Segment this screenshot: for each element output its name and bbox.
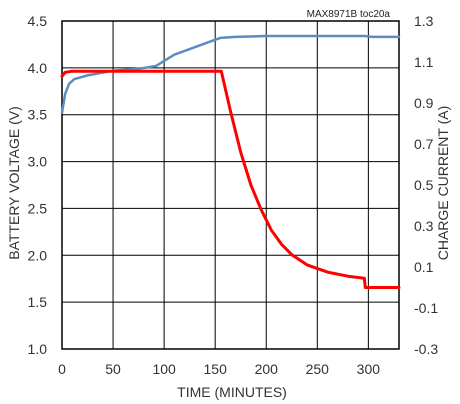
series-layer (60, 34, 401, 289)
y2-tick-labels: -0.3 -0.1 0.1 0.3 0.5 0.7 0.9 1.1 1.3 (414, 13, 438, 357)
y-tick-label: 3.0 (28, 154, 48, 170)
x-tick-label: 300 (357, 361, 381, 377)
y2-tick-label: 0.3 (414, 218, 434, 234)
x-tick-labels: 0 50 100 150 200 250 300 (58, 361, 380, 377)
plot-area-frame (61, 20, 400, 350)
y-tick-label: 3.5 (28, 107, 48, 123)
y2-axis-label: CHARGE CURRENT (A) (435, 106, 451, 261)
y-tick-labels: 1.0 1.5 2.0 2.5 3.0 3.5 4.0 4.5 (28, 13, 48, 357)
x-tick-label: 200 (255, 361, 279, 377)
y2-tick-label: 1.1 (414, 54, 434, 70)
y2-tick-label: -0.1 (414, 300, 438, 316)
x-axis-label: TIME (MINUTES) (177, 384, 287, 400)
chart-annotation: MAX8971B toc20a (307, 9, 391, 20)
y-axis-label: BATTERY VOLTAGE (V) (6, 106, 22, 260)
y2-tick-label: 0.5 (414, 177, 434, 193)
charge-current-line (60, 69, 401, 289)
y2-tick-label: 0.1 (414, 259, 434, 275)
x-tick-label: 100 (152, 361, 176, 377)
grid-lines (62, 21, 399, 349)
y-tick-label: 4.0 (28, 60, 48, 76)
y2-tick-label: 0.7 (414, 136, 434, 152)
y2-tick-label: 1.3 (414, 13, 434, 29)
y-tick-label: 4.5 (28, 13, 48, 29)
x-tick-label: 150 (204, 361, 228, 377)
x-tick-label: 0 (58, 361, 66, 377)
x-tick-label: 50 (105, 361, 121, 377)
y-tick-label: 2.5 (28, 200, 48, 216)
y-tick-label: 1.0 (28, 341, 48, 357)
y2-tick-label: -0.3 (414, 341, 438, 357)
battery-voltage-line (60, 34, 401, 115)
y2-tick-label: 0.9 (414, 95, 434, 111)
x-tick-label: 250 (306, 361, 330, 377)
y-tick-label: 1.5 (28, 294, 48, 310)
y-tick-label: 2.0 (28, 247, 48, 263)
